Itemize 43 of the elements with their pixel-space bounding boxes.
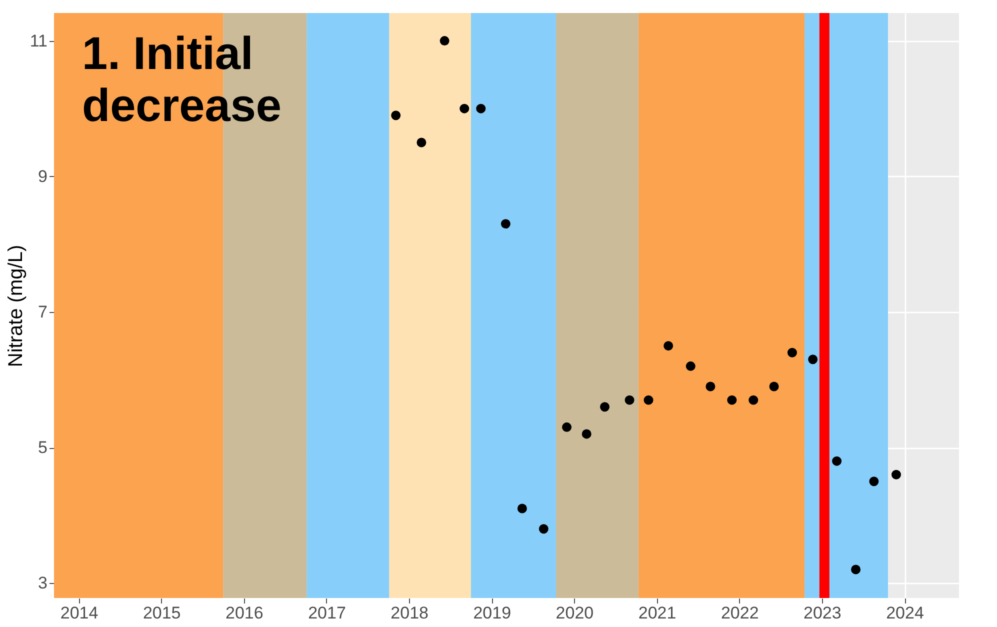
point [538,524,548,534]
point [706,382,716,392]
point [892,470,901,480]
x-tick-label: 2021 [638,604,676,622]
point [769,382,779,392]
point [644,395,654,405]
x-tick-label: 2020 [556,604,594,622]
y-axis-title: Nitrate (mg/L) [4,244,27,368]
point [476,104,486,114]
point [517,504,527,514]
point [787,348,797,358]
point [664,341,674,351]
point [624,395,634,405]
point [851,564,861,574]
point [748,395,758,405]
point [808,354,818,364]
y-tick-label: 7 [38,302,48,322]
x-tick-label: 2016 [226,604,264,622]
x-tick-label: 2017 [308,604,346,622]
point [500,219,510,229]
x-tick-label: 2022 [720,604,759,622]
x-tick-label: 2015 [142,604,181,622]
x-tick-label: 2014 [60,604,98,622]
y-tick-label: 3 [38,574,48,593]
y-tick-label: 9 [38,166,48,186]
point [686,361,696,371]
y-tick-label: 11 [30,31,48,50]
point [391,110,401,120]
point [582,429,592,439]
x-tick-label: 2023 [804,604,842,622]
y-tick-label: 5 [38,438,48,458]
point [416,138,426,148]
x-tick-label: 2019 [473,604,512,622]
point [440,36,450,46]
x-tick-label: 2018 [390,604,428,622]
annotation: 1. Initial decrease [82,27,282,131]
point [869,476,879,486]
point [460,104,470,114]
point [562,422,572,432]
point [600,402,610,412]
point [727,395,737,405]
point [832,456,842,466]
x-tick-label: 2024 [886,604,924,622]
